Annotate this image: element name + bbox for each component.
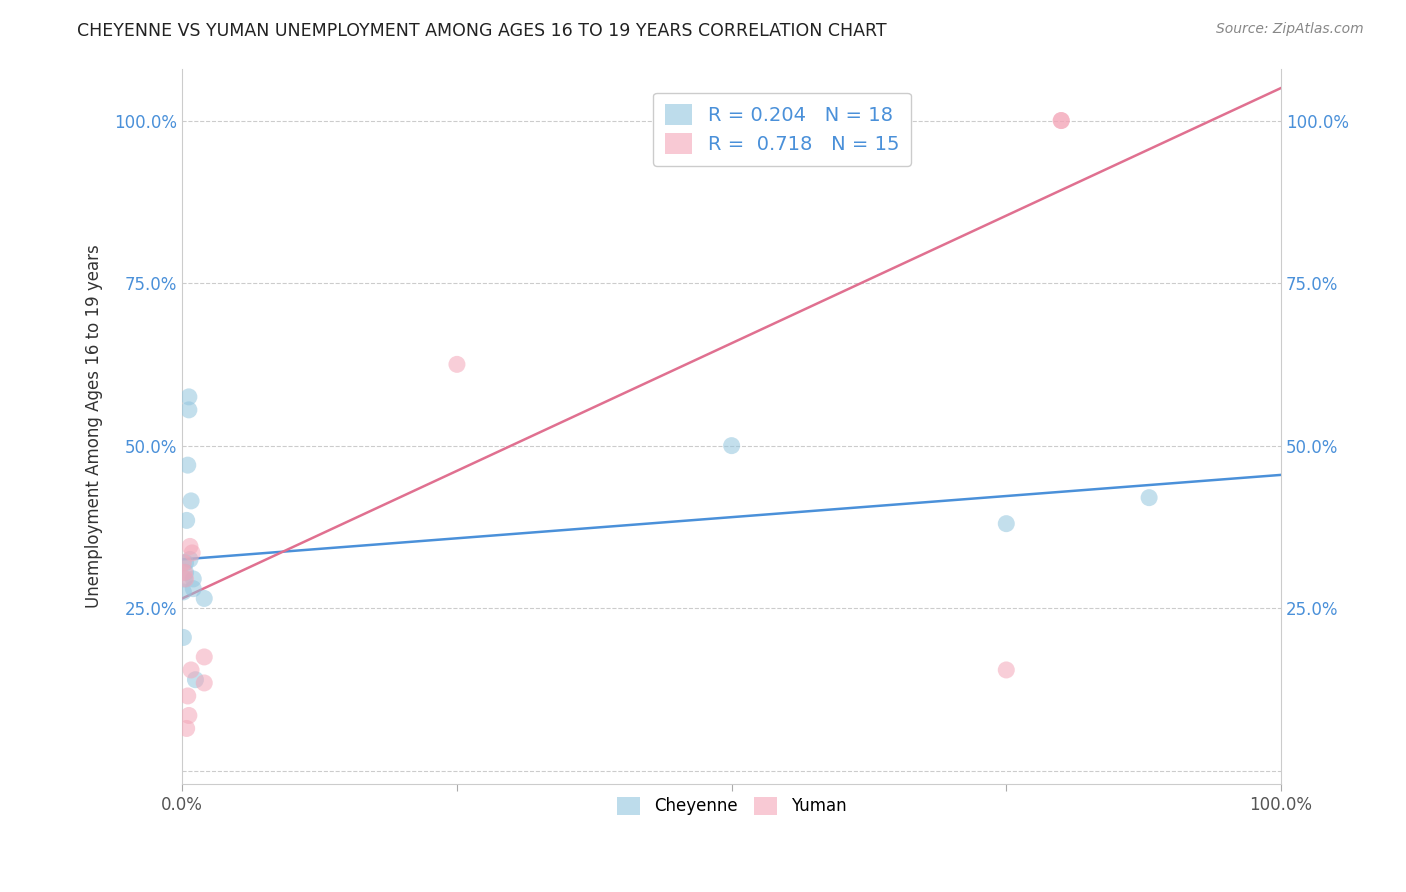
Point <box>1050 113 1073 128</box>
Point <box>172 631 194 645</box>
Point <box>172 556 194 570</box>
Point <box>446 357 468 371</box>
Point <box>177 402 200 417</box>
Point <box>720 439 742 453</box>
Point <box>193 591 215 606</box>
Text: CHEYENNE VS YUMAN UNEMPLOYMENT AMONG AGES 16 TO 19 YEARS CORRELATION CHART: CHEYENNE VS YUMAN UNEMPLOYMENT AMONG AGE… <box>77 22 887 40</box>
Point <box>180 663 202 677</box>
Point <box>1137 491 1160 505</box>
Point <box>995 663 1018 677</box>
Legend: Cheyenne, Yuman: Cheyenne, Yuman <box>607 787 856 825</box>
Point <box>1050 113 1073 128</box>
Point <box>177 689 200 703</box>
Point <box>177 458 200 472</box>
Point <box>180 494 202 508</box>
Point <box>181 546 204 560</box>
Point <box>193 676 215 690</box>
Point <box>193 649 215 664</box>
Point <box>173 572 195 586</box>
Point <box>177 390 200 404</box>
Point <box>176 513 198 527</box>
Y-axis label: Unemployment Among Ages 16 to 19 years: Unemployment Among Ages 16 to 19 years <box>86 244 103 608</box>
Point <box>181 582 204 596</box>
Point <box>179 540 201 554</box>
Point <box>174 572 197 586</box>
Point <box>176 722 198 736</box>
Point <box>995 516 1018 531</box>
Point <box>172 585 194 599</box>
Point <box>181 572 204 586</box>
Point <box>174 556 197 570</box>
Point <box>174 566 197 580</box>
Text: Source: ZipAtlas.com: Source: ZipAtlas.com <box>1216 22 1364 37</box>
Point <box>177 708 200 723</box>
Point <box>173 566 195 580</box>
Point <box>179 552 201 566</box>
Point <box>184 673 207 687</box>
